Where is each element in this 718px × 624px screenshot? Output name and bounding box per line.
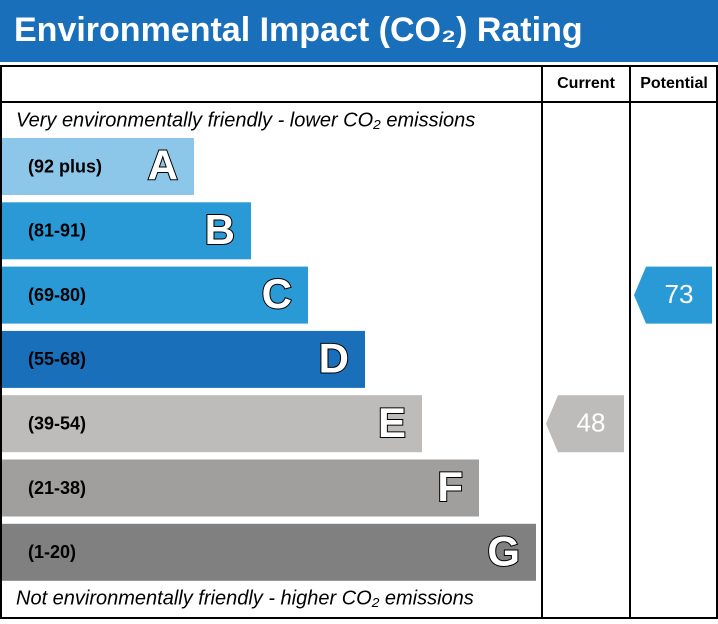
column-header: Potential: [640, 75, 708, 92]
band-letter: B: [205, 206, 235, 253]
title-bar: [0, 0, 718, 62]
chart-title: Environmental Impact (CO₂) Rating: [14, 11, 583, 49]
band-range: (39-54): [28, 413, 86, 433]
band-letter: F: [437, 463, 463, 510]
band-bar: [2, 459, 479, 517]
rating-arrow: [634, 266, 712, 324]
band-letter: A: [148, 142, 178, 189]
bottom-note: Not environmentally friendly - higher CO…: [16, 587, 474, 609]
top-note: Very environmentally friendly - lower CO…: [16, 109, 475, 131]
band-letter: C: [262, 270, 292, 317]
band-letter: E: [378, 399, 406, 446]
band-bar: [2, 523, 536, 581]
band-range: (81-91): [28, 221, 86, 241]
band-bar: [2, 395, 422, 453]
band-bar: [2, 138, 194, 195]
rating-value: 48: [577, 408, 606, 438]
band-range: (1-20): [28, 542, 76, 562]
rating-arrow: [546, 395, 624, 453]
band-range: (69-80): [28, 285, 86, 305]
band-bar: [2, 330, 365, 388]
band-bar: [2, 202, 251, 260]
band-range: (21-38): [28, 478, 86, 498]
band-range: (55-68): [28, 349, 86, 369]
band-letter: G: [487, 527, 520, 574]
band-range: (92 plus): [28, 156, 102, 176]
band-letter: D: [319, 334, 349, 381]
frame: [0, 65, 718, 619]
rating-value: 73: [665, 279, 694, 309]
column-header: Current: [557, 75, 615, 92]
band-bar: [2, 266, 308, 324]
